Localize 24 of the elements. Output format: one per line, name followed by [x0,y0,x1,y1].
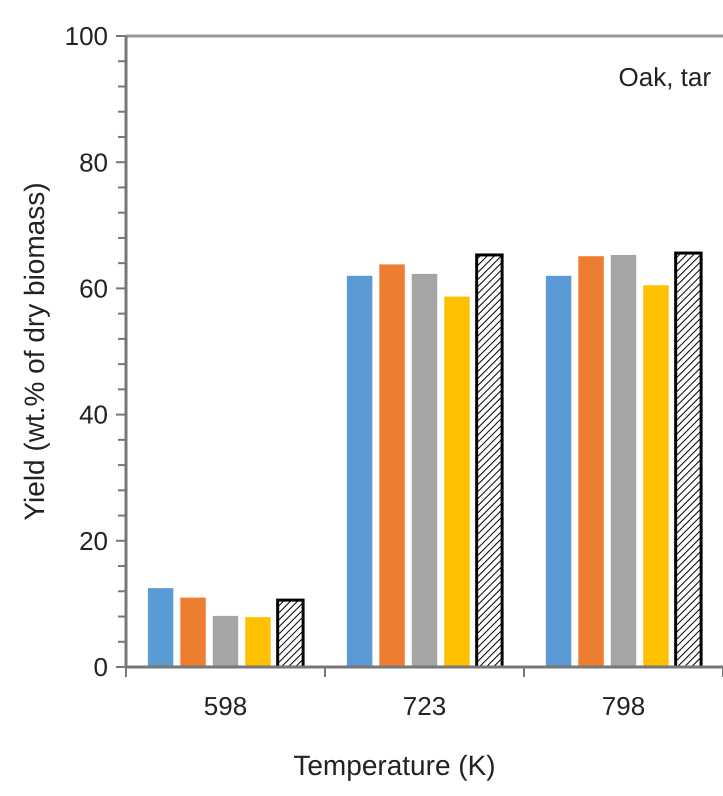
bar [180,598,206,667]
y-tick-label: 0 [94,652,108,682]
y-tick-label: 40 [79,400,108,430]
bar [610,254,636,667]
y-tick-label: 60 [79,274,108,304]
bar [212,616,238,667]
bar [643,285,669,667]
bar [412,274,438,667]
x-axis-title: Temperature (K) [293,750,496,781]
bar [546,276,572,667]
bar [379,264,405,667]
x-tick-label: 723 [402,691,446,721]
y-tick-label: 80 [79,147,108,178]
y-tick-label: 100 [64,21,108,52]
bar [444,296,470,667]
y-axis-title: Yield (wt.% of dry biomass) [19,182,50,521]
annotation: Oak, tar [618,62,712,92]
bar [578,256,604,667]
bar [148,588,174,667]
x-tick-label: 798 [602,691,646,721]
bar [346,276,372,667]
y-tick-label: 20 [79,526,108,556]
x-tick-label: 598 [204,691,248,721]
bar [245,617,271,667]
